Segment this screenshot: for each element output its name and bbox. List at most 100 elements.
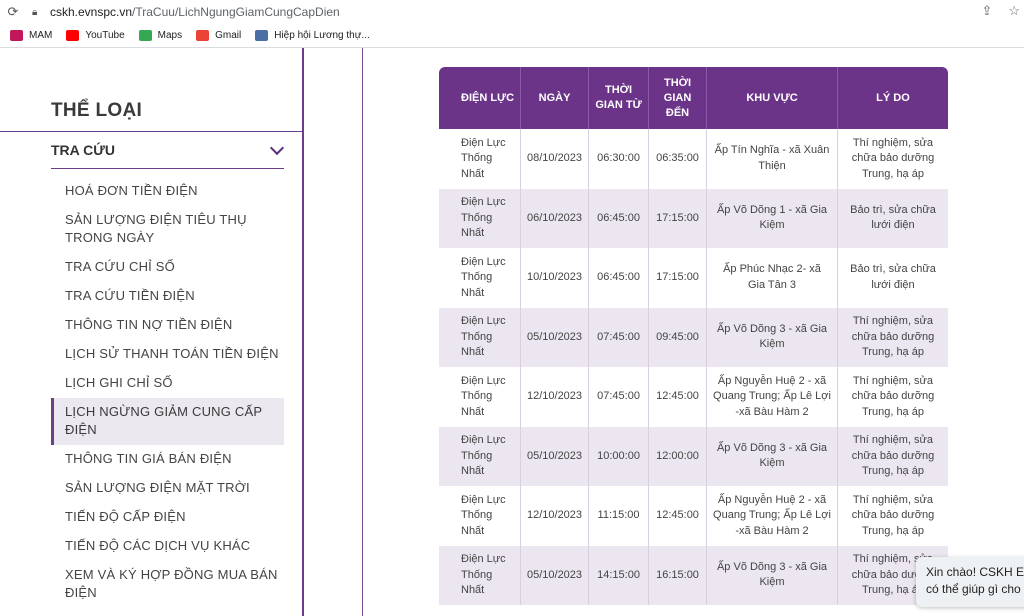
table-cell: 17:15:00 (649, 188, 708, 248)
bookmark-item[interactable]: Gmail (196, 30, 241, 41)
table-cell: 12/10/2023 (520, 486, 590, 546)
table-header-row: ĐIỆN LỰC NGÀY THỜI GIAN TỪ THỜI GIAN ĐẾN KHU… (439, 67, 948, 129)
table-cell: Ấp Nguyễn Huệ 2 - xã Quang Trung; Ấp Lê … (707, 367, 838, 427)
chat-greeting-line2: có thể giúp gì cho (926, 582, 1021, 596)
bookmark-item[interactable]: YouTube (66, 30, 125, 41)
address-bar-actions: ⇪ ☆ (981, 3, 1020, 19)
bookmark-label: MAM (29, 30, 53, 41)
table-cell: 17:15:00 (649, 248, 708, 308)
table-cell: 06/10/2023 (520, 188, 590, 248)
table-cell: 11:15:00 (589, 486, 650, 546)
url-host: cskh.evnspc.vn (50, 5, 133, 19)
section-underline (51, 168, 284, 169)
table-cell: Thí nghiệm, sửa chữa bảo dưỡng Trung, hạ… (837, 486, 948, 546)
bookmark-favicon-icon (66, 30, 80, 41)
sidebar-divider (302, 48, 304, 616)
table-cell: Điện Lực Thống Nhất (439, 188, 521, 248)
table-cell: 05/10/2023 (520, 307, 590, 367)
column-header: THỜI GIAN ĐẾN (649, 67, 708, 129)
table-row: Điện Lực Thống Nhất 08/10/2023 06:30:00 06:… (439, 129, 948, 189)
bookmark-star-icon[interactable]: ☆ (1008, 3, 1020, 18)
table-cell: Ấp Võ Dõng 3 - xã Gia Kiệm (707, 307, 838, 367)
table-row: Điện Lực Thống Nhất 12/10/2023 11:15:00 12:… (439, 486, 948, 546)
url-field[interactable]: cskh.evnspc.vn/TraCuu/LichNgungGiamCungC… (50, 5, 340, 19)
chat-widget[interactable]: Xin chào! CSKH E có thể giúp gì cho (916, 557, 1024, 607)
tra-cuu-section-toggle[interactable]: TRA CỨU (51, 140, 285, 158)
bookmark-item[interactable]: MAM (10, 30, 52, 41)
table-cell: Thí nghiệm, sửa chữa bảo dưỡng Trung, hạ… (837, 367, 948, 427)
table-cell: 12:00:00 (649, 426, 708, 486)
sidebar-menu-item[interactable]: LỊCH NGỪNG GIẢM CUNG CẤP ĐIỆN (51, 398, 284, 445)
table-cell: Điện Lực Thống Nhất (439, 367, 521, 427)
outage-schedule-table: ĐIỆN LỰC NGÀY THỜI GIAN TỪ THỜI GIAN ĐẾN KHU… (439, 67, 948, 605)
table-row: Điện Lực Thống Nhất 05/10/2023 07:45:00 09:… (439, 307, 948, 367)
table-cell: Ấp Tín Nghĩa - xã Xuân Thiện (707, 129, 838, 189)
sidebar-menu-item[interactable]: TIẾN ĐỘ CẤP ĐIỆN (65, 509, 186, 524)
bookmark-label: Hiệp hội Lương thự... (274, 30, 370, 41)
url-path: /TraCuu/LichNgungGiamCungCapDien (132, 5, 340, 19)
sidebar-menu-item[interactable]: LỊCH SỬ THANH TOÁN TIỀN ĐIỆN (65, 346, 279, 361)
bookmarks-bar: MAM YouTube Maps Gmail Hiệp hội Lương thự... (0, 24, 1024, 48)
table-cell: 06:45:00 (589, 248, 650, 308)
table-row: Điện Lực Thống Nhất 05/10/2023 14:15:00 16:… (439, 545, 948, 605)
table-cell: Ấp Võ Dõng 3 - xã Gia Kiệm (707, 426, 838, 486)
address-bar: ⟳ 🔒︎ cskh.evnspc.vn/TraCuu/LichNgungGiam… (0, 0, 1024, 24)
category-title: THỂ LOẠI (51, 100, 143, 121)
table-cell: Điện Lực Thống Nhất (439, 129, 521, 189)
table-cell: 08/10/2023 (520, 129, 590, 189)
sidebar-menu-item[interactable]: TRA CỨU TIỀN ĐIỆN (65, 288, 195, 303)
table-row: Điện Lực Thống Nhất 06/10/2023 06:45:00 17:… (439, 188, 948, 248)
chevron-down-icon (269, 140, 285, 155)
sidebar-menu-item[interactable]: SẢN LƯỢNG ĐIỆN MẶT TRỜI (65, 480, 250, 495)
table-cell: Điện Lực Thống Nhất (439, 426, 521, 486)
table-cell: Thí nghiệm, sửa chữa bảo dưỡng Trung, hạ… (837, 426, 948, 486)
table-cell: 05/10/2023 (520, 426, 590, 486)
sidebar-menu: HOÁ ĐƠN TIỀN ĐIỆN SẢN LƯỢNG ĐIỆN TIÊU THỤ… (51, 177, 284, 608)
chat-greeting-line1: Xin chào! CSKH E (926, 565, 1024, 579)
table-cell: Điện Lực Thống Nhất (439, 545, 521, 605)
sidebar-menu-item[interactable]: THÔNG TIN NỢ TIỀN ĐIỆN (65, 317, 233, 332)
table-cell: 14:15:00 (589, 545, 650, 605)
bookmark-label: YouTube (85, 30, 125, 41)
sidebar-menu-item[interactable]: THÔNG TIN GIÁ BÁN ĐIỆN (65, 451, 232, 466)
table-cell: Ấp Phúc Nhạc 2- xã Gia Tân 3 (707, 248, 838, 308)
sidebar-menu-item[interactable]: LỊCH GHI CHỈ SỐ (65, 375, 173, 390)
column-header: THỜI GIAN TỪ (589, 67, 650, 129)
table-row: Điện Lực Thống Nhất 05/10/2023 10:00:00 12:… (439, 426, 948, 486)
table-cell: Thí nghiệm, sửa chữa bảo dưỡng Trung, hạ… (837, 307, 948, 367)
bookmark-label: Gmail (215, 30, 242, 41)
table-row: Điện Lực Thống Nhất 12/10/2023 07:45:00 12:… (439, 367, 948, 427)
table-cell: Bảo trì, sửa chữa lưới điện (837, 248, 948, 308)
share-icon[interactable]: ⇪ (981, 3, 993, 18)
sidebar-menu-item[interactable]: XEM VÀ KÝ HỢP ĐỒNG MUA BÁN ĐIỆN (65, 567, 278, 600)
table-cell: 09:45:00 (649, 307, 708, 367)
table-cell: 16:15:00 (649, 545, 708, 605)
bookmark-item[interactable]: Maps (138, 30, 183, 41)
column-header: KHU VỰC (707, 67, 838, 129)
table-cell: 06:45:00 (589, 188, 650, 248)
bookmark-item[interactable]: Hiệp hội Lương thự... (255, 30, 370, 41)
sidebar-menu-item[interactable]: HOÁ ĐƠN TIỀN ĐIỆN (65, 183, 198, 198)
bookmark-label: Maps (157, 30, 183, 41)
bookmark-favicon-icon (196, 30, 210, 41)
table-cell: 05/10/2023 (520, 545, 590, 605)
table-cell: 12/10/2023 (520, 367, 590, 427)
table-cell: Điện Lực Thống Nhất (439, 486, 521, 546)
table-cell: Điện Lực Thống Nhất (439, 248, 521, 308)
reload-icon[interactable]: ⟳ (7, 4, 19, 19)
table-row: Điện Lực Thống Nhất 10/10/2023 06:45:00 17:… (439, 248, 948, 308)
table-cell: 06:35:00 (649, 129, 708, 189)
table-cell: 10:00:00 (589, 426, 650, 486)
sidebar-menu-item[interactable]: TIẾN ĐỘ CÁC DỊCH VỤ KHÁC (65, 538, 251, 553)
content-divider (362, 48, 363, 616)
column-header: NGÀY (520, 67, 590, 129)
table-cell: Ấp Võ Dõng 1 - xã Gia Kiệm (707, 188, 838, 248)
lock-icon[interactable]: 🔒︎ (32, 6, 38, 18)
table-cell: 10/10/2023 (520, 248, 590, 308)
column-header: LÝ DO (837, 67, 948, 129)
sidebar-menu-item[interactable]: TRA CỨU CHỈ SỐ (65, 259, 175, 274)
sidebar-menu-item[interactable]: SẢN LƯỢNG ĐIỆN TIÊU THỤ TRONG NGÀY (65, 212, 247, 245)
category-underline (0, 131, 302, 132)
bookmark-favicon-icon (255, 30, 269, 41)
bookmark-favicon-icon (138, 30, 152, 41)
